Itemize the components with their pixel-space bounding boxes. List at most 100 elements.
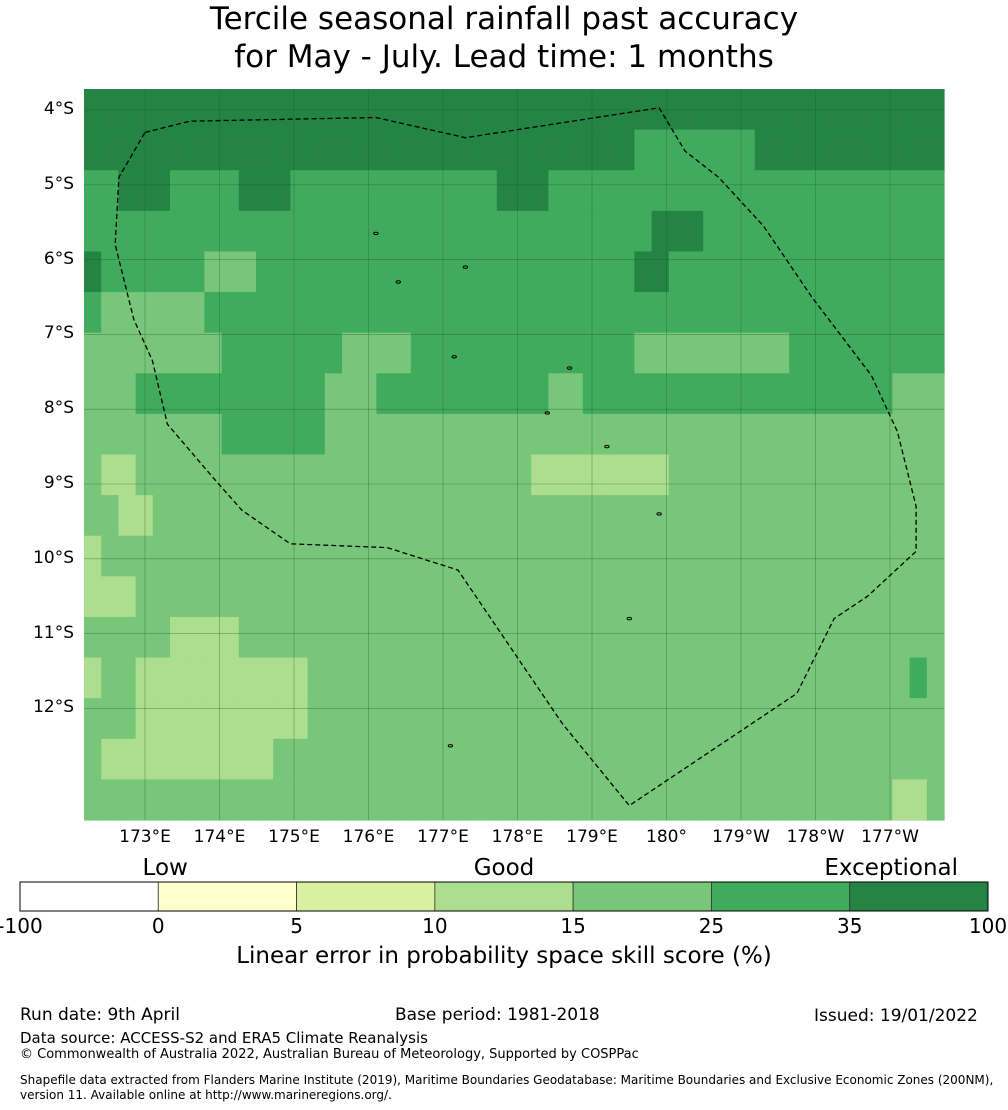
grid-cell bbox=[221, 89, 240, 131]
grid-cell bbox=[238, 170, 257, 212]
grid-cell bbox=[428, 657, 446, 699]
grid-cell bbox=[84, 413, 102, 456]
grid-cell bbox=[479, 210, 498, 253]
grid-cell bbox=[221, 535, 240, 577]
colorbar-category-label: Good bbox=[473, 855, 535, 881]
grid-cell bbox=[445, 373, 463, 415]
grid-cell bbox=[307, 454, 326, 496]
grid-cell bbox=[823, 332, 842, 374]
colorbar-segment bbox=[711, 881, 851, 912]
grid-cell bbox=[135, 332, 154, 374]
grid-cell bbox=[531, 779, 549, 821]
grid-cell bbox=[393, 373, 412, 415]
grid-cell bbox=[617, 251, 635, 293]
grid-cell bbox=[170, 738, 188, 780]
grid-cell bbox=[445, 738, 463, 780]
grid-cell bbox=[875, 616, 893, 659]
grid-cell bbox=[342, 454, 360, 496]
grid-cell bbox=[840, 251, 859, 293]
grid-cell bbox=[565, 779, 584, 821]
grid-cell bbox=[410, 657, 429, 699]
grid-cell bbox=[634, 413, 653, 456]
grid-cell bbox=[858, 779, 876, 821]
grid-cell bbox=[324, 170, 343, 212]
longitude-label: 176°E bbox=[342, 827, 395, 847]
grid-cell bbox=[909, 332, 928, 374]
grid-cell bbox=[462, 779, 481, 821]
grid-cell bbox=[582, 210, 601, 253]
grid-cell bbox=[273, 535, 291, 577]
grid-cell bbox=[359, 657, 377, 699]
grid-cell bbox=[858, 535, 876, 577]
grid-cell bbox=[875, 535, 893, 577]
grid-cell bbox=[772, 535, 790, 577]
grid-cell bbox=[479, 89, 498, 131]
grid-cell bbox=[720, 738, 739, 780]
grid-cell bbox=[634, 576, 653, 618]
island bbox=[462, 265, 469, 269]
grid-cell bbox=[858, 413, 876, 456]
grid-cell bbox=[582, 373, 601, 415]
grid-cell bbox=[135, 657, 154, 699]
grid-cell bbox=[479, 251, 498, 293]
grid-cell bbox=[514, 495, 532, 537]
grid-cell bbox=[875, 251, 893, 293]
grid-cell bbox=[187, 576, 205, 618]
grid-cell bbox=[273, 129, 291, 171]
grid-cell bbox=[875, 698, 893, 740]
grid-cell bbox=[737, 576, 756, 618]
grid-cell bbox=[651, 170, 670, 212]
grid-cell bbox=[84, 576, 102, 618]
colorbar-segment bbox=[849, 881, 989, 912]
grid-cell bbox=[909, 616, 928, 659]
grid-cell bbox=[703, 170, 721, 212]
grid-cell bbox=[892, 170, 911, 212]
grid-cell bbox=[135, 738, 154, 780]
shapefile-credit-line1: Shapefile data extracted from Flanders M… bbox=[20, 1073, 994, 1087]
grid-cell bbox=[204, 413, 223, 456]
grid-cell bbox=[703, 576, 721, 618]
grid-cell bbox=[393, 738, 412, 780]
grid-cell bbox=[634, 373, 653, 415]
grid-cell bbox=[823, 251, 842, 293]
grid-cell bbox=[118, 373, 137, 415]
grid-cell bbox=[187, 535, 205, 577]
island bbox=[395, 280, 401, 284]
grid-cell bbox=[565, 129, 584, 171]
grid-cell bbox=[187, 129, 205, 171]
grid-cell bbox=[617, 373, 635, 415]
grid-cell bbox=[101, 129, 119, 171]
grid-cell bbox=[686, 413, 704, 456]
grid-cell bbox=[221, 576, 240, 618]
grid-cell bbox=[496, 210, 515, 253]
grid-cell bbox=[152, 170, 171, 212]
grid-cell bbox=[307, 657, 326, 699]
grid-cell bbox=[170, 89, 188, 131]
grid-cell bbox=[840, 698, 859, 740]
grid-cell bbox=[307, 251, 326, 293]
grid-cell bbox=[135, 129, 154, 171]
grid-cell bbox=[703, 332, 721, 374]
grid-cell bbox=[359, 292, 377, 334]
grid-cell bbox=[238, 738, 257, 780]
grid-cell bbox=[600, 495, 618, 537]
grid-cell bbox=[600, 332, 618, 374]
grid-cell bbox=[84, 170, 102, 212]
grid-cell bbox=[204, 576, 223, 618]
grid-cell bbox=[565, 413, 584, 456]
grid-cell bbox=[273, 170, 291, 212]
grid-cell bbox=[772, 738, 790, 780]
grid-cell bbox=[496, 170, 515, 212]
grid-cell bbox=[290, 170, 309, 212]
grid-cell bbox=[118, 210, 137, 253]
grid-cell bbox=[600, 698, 618, 740]
grid-cell bbox=[273, 495, 291, 537]
grid-cell bbox=[496, 576, 515, 618]
grid-cell bbox=[514, 332, 532, 374]
grid-cell bbox=[634, 129, 653, 171]
grid-cell bbox=[772, 495, 790, 537]
grid-cell bbox=[840, 292, 859, 334]
grid-cell bbox=[462, 495, 481, 537]
grid-cell bbox=[359, 373, 377, 415]
grid-cell bbox=[152, 129, 171, 171]
